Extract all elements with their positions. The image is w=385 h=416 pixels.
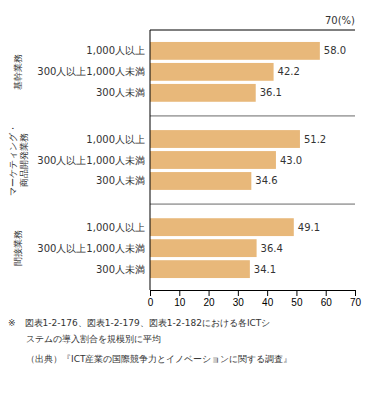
tick-mark [209,290,210,296]
bar [150,151,276,169]
tick-label: 70 [350,297,362,308]
data-label: 34.1 [254,264,276,275]
tick-label: 50 [291,297,303,308]
tick-mark [238,290,239,296]
bar [150,63,274,81]
labels: 58.0 1,000人以上 42.2 300人以上1,000人未満 36.1 300人未満… [8,45,346,274]
tick-label: 60 [321,297,333,308]
tick-mark [150,290,151,296]
y-axis-line [150,30,151,290]
bar [150,84,256,102]
tick-mark [267,290,268,296]
bar [150,260,250,278]
tick: 10 [174,290,186,308]
x-axis: 0 10 20 30 40 50 60 70 [148,290,362,308]
chart: 58.0 1,000人以上 42.2 300人以上1,000人未満 36.1 300人未満… [0,0,385,416]
bar [150,42,320,60]
tick: 60 [321,290,333,308]
tick-mark [355,290,356,296]
frame-top [150,30,355,31]
data-label: 49.1 [298,222,320,233]
tick: 20 [204,290,216,308]
tick-label: 0 [148,297,154,308]
x-axis-line [151,291,356,297]
category-label: 300人以上1,000人未満 [37,155,145,166]
tick-label: 30 [233,297,245,308]
category-label: 300人未満 [96,87,145,98]
category-label: 1,000人以上 [86,134,145,145]
group-label: 基幹業務 [13,54,23,90]
tick-mark [296,290,297,296]
group-label: マーケティング・商品開発業務 [8,124,29,196]
annotation: 70(%) [325,15,355,26]
footnote: （出典）『ICT産業の国際競争力とイノベーションに関する調査』 [26,354,292,364]
category-label: 1,000人以上 [86,222,145,233]
bar [150,218,294,236]
data-label: 36.1 [260,87,282,98]
data-label: 36.4 [261,243,283,254]
bars [150,42,320,278]
group-label: 間接業務 [13,230,23,266]
category-label: 300人以上1,000人未満 [37,243,145,254]
footnote: ※ 図表1-2-176、図表1-2-179、図表1-2-182における各ICTシ [8,318,270,328]
data-label: 43.0 [280,155,302,166]
tick-mark [326,290,327,296]
data-label: 34.6 [255,175,277,186]
group-separator [150,115,355,116]
tick: 50 [291,290,303,308]
tick: 40 [262,290,274,308]
tick-label: 10 [174,297,186,308]
tick-mark [179,290,180,296]
category-label: 300人以上1,000人未満 [37,66,145,77]
tick: 0 [148,290,154,308]
bar [150,239,257,257]
data-label: 58.0 [324,45,346,56]
data-label: 42.2 [278,66,300,77]
category-label: 1,000人以上 [86,45,145,56]
data-label: 51.2 [304,134,326,145]
bar [150,130,300,148]
tick-label: 20 [204,297,216,308]
category-label: 300人未満 [96,175,145,186]
tick-label: 40 [262,297,274,308]
tick: 30 [233,290,245,308]
footnote: ステムの導入割合を規模別に平均 [26,334,161,344]
group-separator [150,204,355,205]
bar [150,172,251,190]
category-label: 300人未満 [96,264,145,275]
tick: 70 [350,290,362,308]
